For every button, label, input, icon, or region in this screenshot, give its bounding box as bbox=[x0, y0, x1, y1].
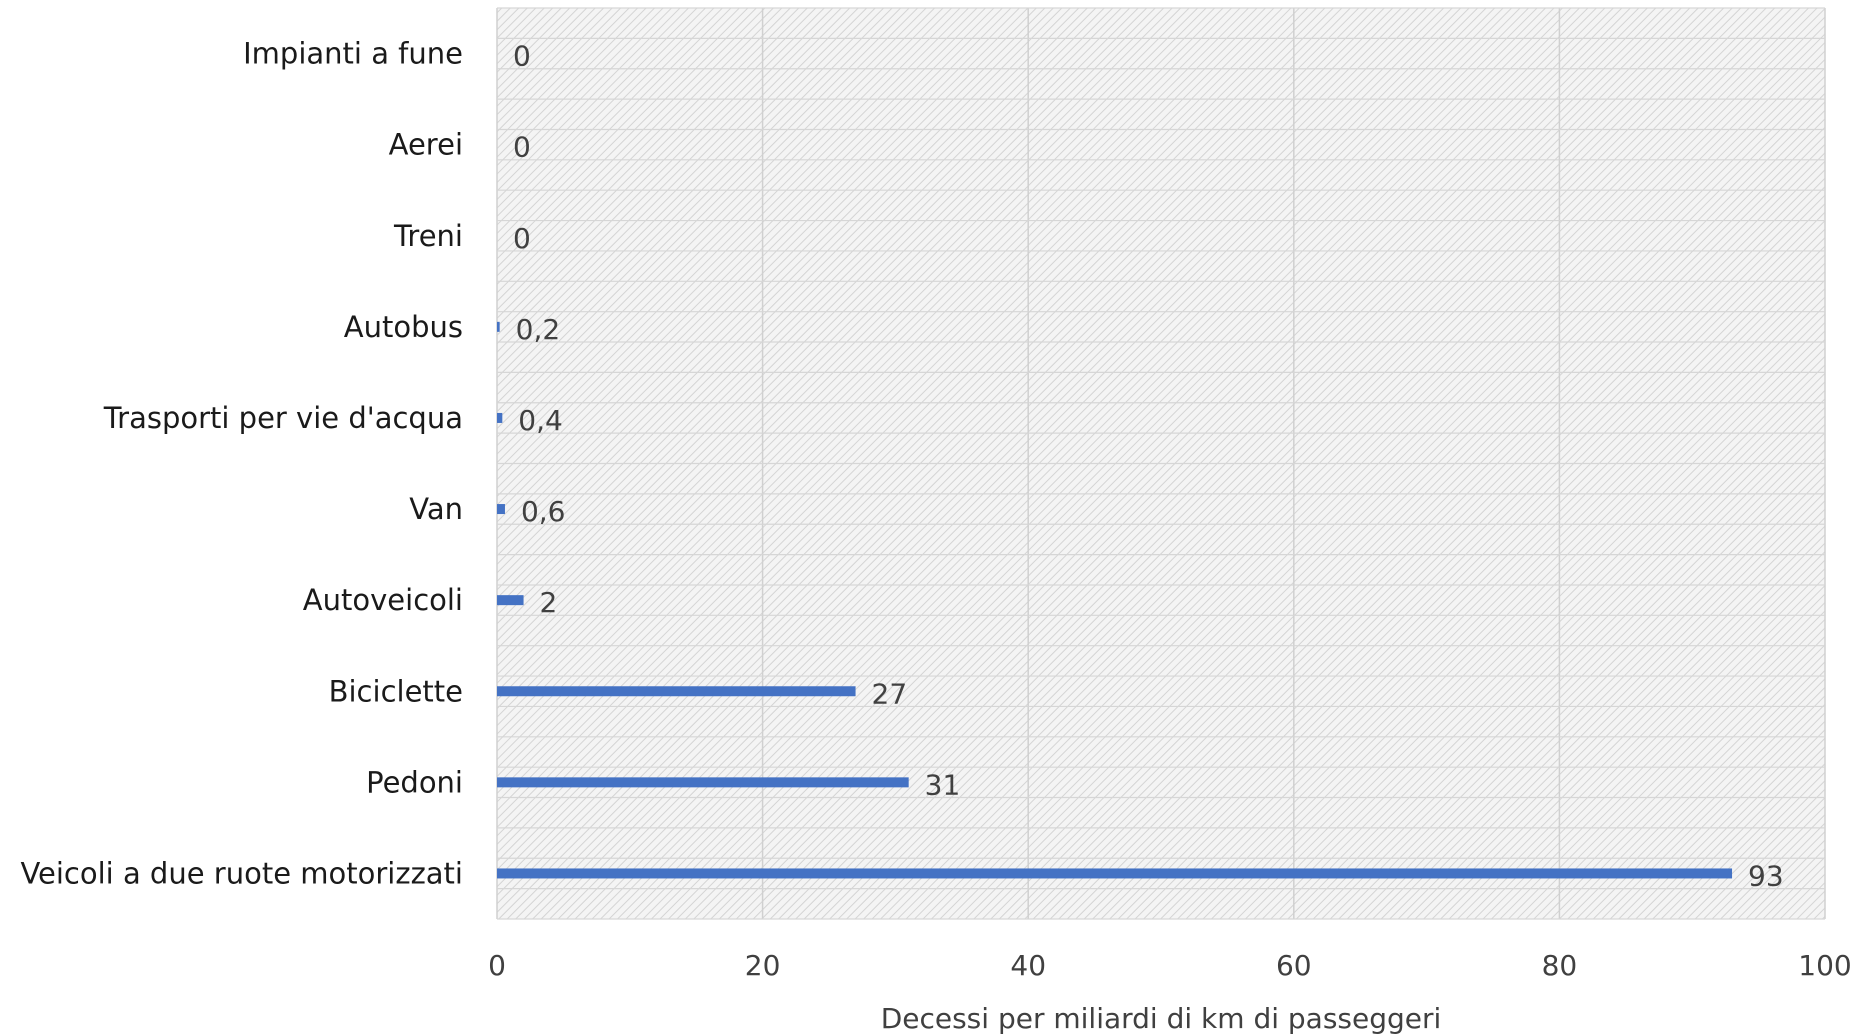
data-label: 0,6 bbox=[521, 495, 566, 528]
bar bbox=[497, 595, 524, 606]
bar bbox=[497, 686, 856, 697]
category-label: Van bbox=[409, 492, 463, 526]
data-label: 2 bbox=[540, 586, 558, 619]
category-label: Autoveicoli bbox=[303, 583, 463, 617]
category-label: Pedoni bbox=[366, 765, 463, 799]
data-label: 0 bbox=[513, 131, 531, 164]
category-label: Impianti a fune bbox=[243, 37, 463, 71]
data-label: 93 bbox=[1748, 859, 1784, 892]
bar bbox=[497, 868, 1733, 879]
category-label: Treni bbox=[393, 219, 463, 253]
category-label: Trasporti per vie d'acqua bbox=[103, 401, 463, 435]
x-tick-label: 100 bbox=[1798, 949, 1851, 982]
x-tick-label: 40 bbox=[1010, 949, 1046, 982]
bar bbox=[497, 777, 909, 788]
data-label: 27 bbox=[872, 677, 908, 710]
bar-series bbox=[497, 321, 1733, 879]
x-tick-label: 80 bbox=[1542, 949, 1578, 982]
data-label: 0 bbox=[513, 222, 531, 255]
category-label: Veicoli a due ruote motorizzati bbox=[20, 856, 463, 890]
category-label: Biciclette bbox=[329, 674, 463, 708]
x-tick-label: 0 bbox=[488, 949, 506, 982]
data-labels: 93 31 27 2 0,6 0,4 0,2 0 0 0 bbox=[513, 40, 1784, 893]
data-label: 31 bbox=[925, 768, 961, 801]
data-label: 0,4 bbox=[518, 404, 563, 437]
data-label: 0,2 bbox=[516, 313, 561, 346]
gridlines bbox=[496, 7, 1826, 920]
category-labels: Veicoli a due ruote motorizzati Pedoni Bic… bbox=[20, 37, 463, 891]
bar bbox=[497, 504, 505, 515]
category-label: Aerei bbox=[389, 128, 463, 162]
x-tick-label: 20 bbox=[745, 949, 781, 982]
bar bbox=[497, 412, 503, 423]
x-tick-label: 60 bbox=[1276, 949, 1312, 982]
category-label: Autobus bbox=[344, 310, 463, 344]
bar bbox=[497, 321, 500, 332]
x-axis-ticks: 0 20 40 60 80 100 bbox=[488, 949, 1852, 982]
x-axis-title: Decessi per miliardi di km di passeggeri bbox=[881, 1002, 1442, 1034]
data-label: 0 bbox=[513, 40, 531, 73]
